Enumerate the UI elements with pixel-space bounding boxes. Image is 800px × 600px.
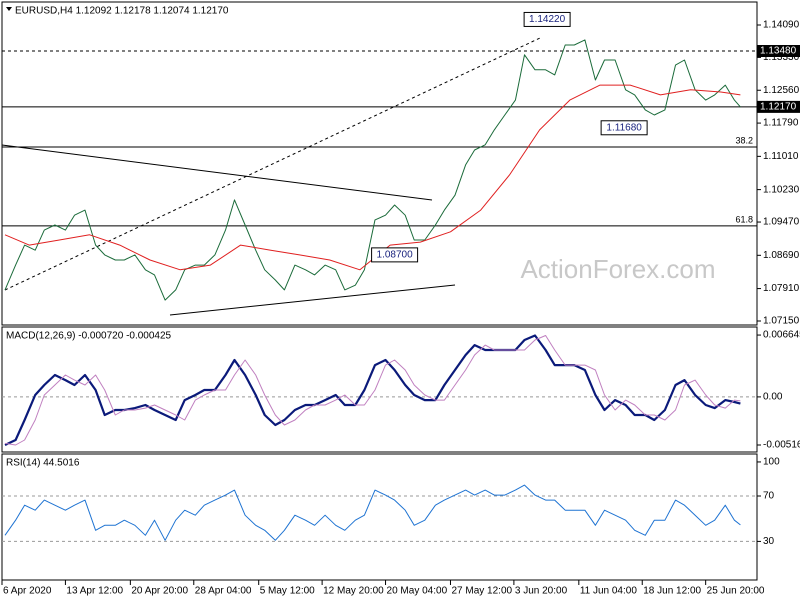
x-tick-label: 18 Jun 12:00: [643, 586, 701, 597]
y-tick-label: -0.005169: [763, 440, 800, 451]
y-tick-label: 1.12560: [763, 85, 800, 96]
price-label: 1.13480: [760, 46, 797, 57]
menu-icon: [6, 7, 12, 11]
y-tick-label: 1.14090: [763, 20, 800, 31]
y-tick-label: 100: [763, 457, 780, 468]
annotation-box: [523, 11, 571, 27]
trend-line: [4, 37, 541, 291]
series-line: [4, 39, 741, 301]
y-tick-label: 1.10230: [763, 184, 800, 195]
annotation-label: 1.08700: [377, 250, 414, 261]
price-label: 1.12170: [760, 102, 797, 113]
y-tick-label: 1.07150: [763, 316, 800, 327]
annotation-label: 1.14220: [529, 14, 566, 25]
x-tick-label: 25 Jun 20:00: [707, 586, 765, 597]
y-tick-label: 1.13330: [763, 52, 800, 63]
x-tick-label: 13 Apr 12:00: [66, 586, 123, 597]
x-tick-label: 20 May 04:00: [387, 586, 448, 597]
y-tick-label: 30: [763, 536, 775, 547]
panel-frame: [1, 453, 758, 581]
x-tick-label: 20 Apr 20:00: [131, 586, 188, 597]
panel-title: MACD(12,26,9) -0.000720 -0.000425: [6, 331, 172, 342]
trend-line: [169, 284, 456, 316]
price-label-box: [757, 45, 800, 58]
x-tick-label: 11 Jun 04:00: [580, 586, 638, 597]
watermark: ActionForex.com: [520, 254, 715, 284]
y-tick-label: 0.00: [763, 392, 783, 403]
x-tick-label: 3 Jun 20:00: [515, 586, 568, 597]
level-label: 38.2: [735, 135, 753, 145]
y-tick-label: 1.11790: [763, 118, 799, 129]
x-tick-label: 27 May 12:00: [451, 586, 512, 597]
price-label-box: [757, 100, 800, 113]
level-label: 61.8: [735, 214, 753, 224]
y-tick-label: 1.07910: [763, 283, 800, 294]
x-tick-label: 6 Apr 2020: [3, 586, 52, 597]
annotation-box: [371, 247, 419, 263]
y-tick-label: 1.09470: [763, 217, 800, 228]
panel-frame: [1, 1, 758, 326]
annotation-box: [600, 120, 648, 136]
y-tick-label: 1.08690: [763, 250, 800, 261]
panel-frame: [1, 326, 758, 453]
series-line: [4, 484, 741, 541]
y-tick-label: 1.11010: [763, 151, 799, 162]
y-tick-label: 70: [763, 491, 775, 502]
x-tick-label: 12 May 20:00: [323, 586, 384, 597]
series-line: [4, 335, 741, 446]
x-tick-label: 28 Apr 04:00: [195, 586, 252, 597]
y-tick-label: 0.006645: [763, 330, 800, 341]
panel-title: RSI(14) 44.5016: [6, 458, 80, 469]
x-tick-label: 5 May 12:00: [260, 586, 315, 597]
trend-line: [1, 144, 433, 201]
panel-title: EURUSD,H4 1.12092 1.12178 1.12074 1.1217…: [15, 6, 229, 17]
annotation-label: 1.11680: [606, 122, 642, 133]
